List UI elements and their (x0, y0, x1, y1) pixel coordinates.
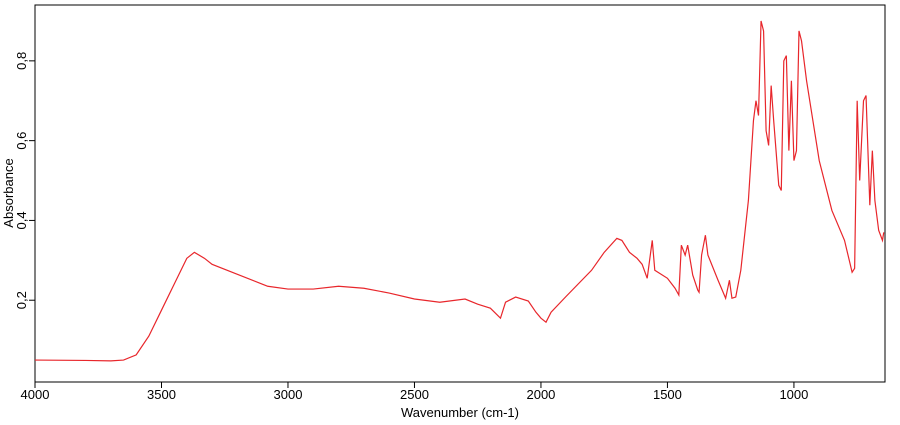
y-tick-label: 0,2 (14, 291, 29, 309)
x-tick-label: 3000 (274, 387, 303, 402)
x-tick-label: 4000 (21, 387, 50, 402)
x-tick-label: 2500 (400, 387, 429, 402)
y-axis-label: Absorbance (1, 158, 16, 227)
spectrum-line (34, 20, 885, 362)
x-tick-label: 1000 (779, 387, 808, 402)
x-axis-label: Wavenumber (cm-1) (401, 405, 519, 420)
x-tick-label: 1500 (653, 387, 682, 402)
x-tick-label: 3500 (147, 387, 176, 402)
y-tick-label: 0,8 (14, 52, 29, 70)
y-tick-label: 0,6 (14, 132, 29, 150)
plot-frame (34, 4, 886, 383)
y-tick-label: 0,4 (14, 211, 29, 229)
x-tick-label: 2000 (526, 387, 555, 402)
